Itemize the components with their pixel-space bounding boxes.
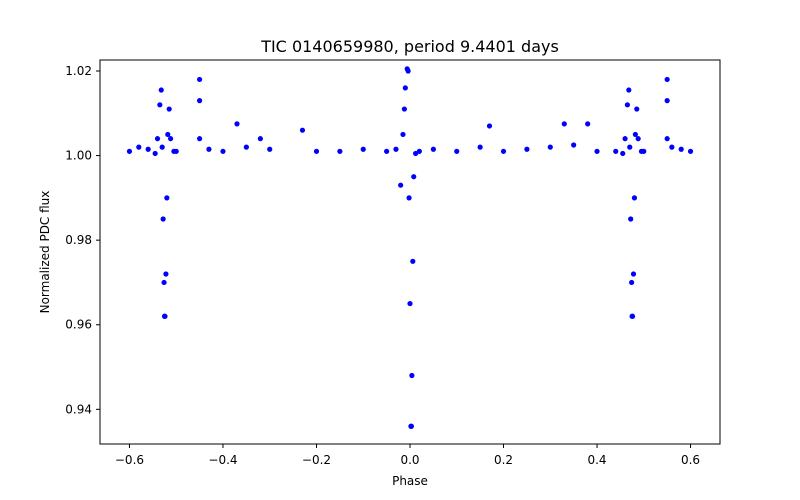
data-point (157, 102, 163, 108)
data-point (620, 150, 626, 157)
data-point (161, 279, 167, 286)
data-point (571, 142, 577, 148)
x-tick-label: 0.0 (400, 453, 419, 467)
data-point (196, 136, 203, 142)
data-point (196, 97, 203, 104)
data-point (410, 258, 416, 264)
data-point (678, 146, 684, 152)
data-point (585, 121, 591, 127)
data-point (524, 146, 530, 152)
data-point (400, 131, 406, 138)
data-point (687, 148, 694, 154)
data-point (634, 106, 640, 112)
data-point (594, 148, 600, 154)
data-point (145, 146, 151, 152)
data-point (622, 136, 628, 142)
x-tick-label: 0.6 (681, 453, 700, 467)
data-point (411, 174, 417, 180)
data-point (664, 97, 670, 104)
data-point (152, 150, 158, 157)
x-tick-label: −0.6 (115, 453, 144, 467)
data-point (136, 144, 142, 150)
data-point (360, 146, 366, 152)
data-point (477, 144, 483, 150)
data-point (126, 148, 133, 154)
data-point (631, 195, 638, 201)
data-point (313, 148, 320, 154)
data-point (409, 372, 415, 379)
data-point (624, 102, 631, 108)
data-point (401, 106, 407, 112)
y-tick-label: 1.00 (65, 149, 92, 163)
data-point (641, 148, 647, 154)
data-point (613, 148, 619, 154)
data-point (398, 182, 404, 188)
data-point (173, 148, 179, 154)
data-point (206, 146, 212, 152)
data-point (393, 146, 399, 152)
data-layer (126, 66, 694, 429)
data-point (669, 144, 675, 150)
y-tick-label: 0.94 (65, 402, 92, 416)
data-point (196, 76, 203, 83)
data-point (402, 85, 408, 91)
data-point (561, 121, 567, 127)
data-point (160, 216, 166, 222)
data-point (406, 195, 412, 201)
data-point (635, 136, 641, 142)
x-axis-ticks: −0.6 −0.4 −0.2 0.0 0.2 0.4 0.6 (115, 444, 700, 467)
data-point (163, 271, 169, 277)
data-point (629, 279, 635, 286)
data-point (407, 300, 413, 307)
data-point (234, 121, 240, 127)
data-point (168, 136, 174, 142)
data-point (384, 148, 390, 154)
y-axis-ticks: 0.94 0.96 0.98 1.00 1.02 (65, 64, 100, 416)
data-point (162, 313, 168, 319)
data-point (664, 76, 670, 83)
data-point (626, 87, 632, 93)
data-point (337, 148, 343, 154)
data-point (454, 148, 460, 154)
data-point (430, 146, 436, 152)
data-point (257, 136, 263, 142)
data-point (243, 144, 249, 150)
y-axis-label: Normalized PDC flux (38, 191, 52, 314)
data-point (416, 148, 422, 154)
data-point (632, 131, 638, 138)
data-point (486, 123, 493, 129)
data-point (159, 144, 165, 150)
chart-title: TIC 0140659980, period 9.4401 days (260, 37, 559, 56)
data-point (500, 148, 507, 154)
x-tick-label: −0.4 (208, 453, 237, 467)
y-tick-label: 0.96 (65, 318, 92, 332)
data-point (408, 423, 415, 429)
data-point (164, 195, 170, 201)
data-point (158, 87, 164, 93)
data-point (154, 136, 161, 142)
data-point (299, 127, 306, 133)
data-point (547, 144, 553, 150)
x-tick-label: 0.4 (587, 453, 606, 467)
data-point (628, 216, 634, 222)
y-tick-label: 1.02 (65, 64, 92, 78)
data-point (630, 271, 637, 277)
data-point (629, 313, 636, 319)
data-point (405, 68, 411, 74)
data-point (165, 131, 171, 138)
plot-area-frame (99, 59, 721, 445)
data-point (166, 106, 172, 112)
data-point (664, 136, 670, 142)
x-tick-label: 0.2 (494, 453, 513, 467)
x-tick-label: −0.2 (302, 453, 331, 467)
y-tick-label: 0.98 (65, 233, 92, 247)
data-point (220, 148, 226, 154)
data-point (627, 144, 633, 150)
x-axis-label: Phase (392, 474, 428, 488)
data-point (267, 146, 273, 152)
